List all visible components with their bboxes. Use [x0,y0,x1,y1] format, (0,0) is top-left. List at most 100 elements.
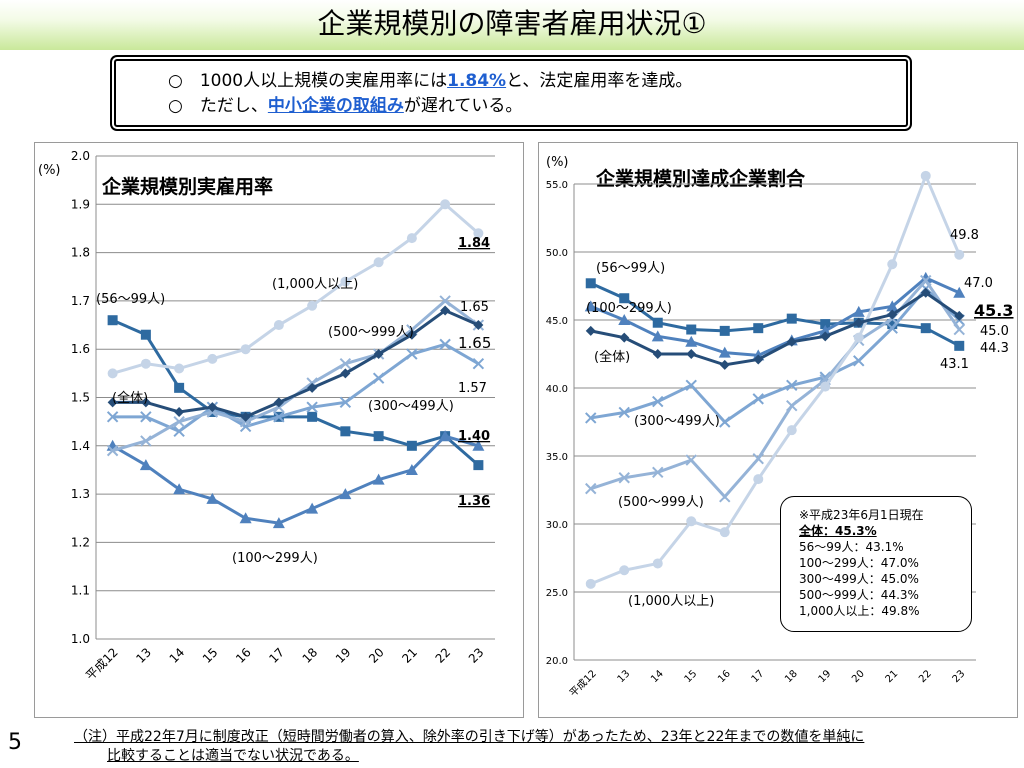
data-point [306,401,318,413]
series-label: (56～99人) [96,292,165,307]
data-point [473,460,484,471]
data-point [240,344,251,355]
data-point [307,300,318,311]
x-tick-label: 13 [616,668,633,685]
data-point [373,257,384,268]
series-label: (1,000人以上) [272,277,358,292]
data-point [619,565,630,576]
data-point [652,466,664,479]
value-label: 1.84 [458,236,490,251]
note-item: 56～99人：43.1% [799,540,904,554]
data-point [239,420,252,433]
note-header: ※平成23年6月1日現在 [799,508,924,522]
data-point [473,320,484,331]
data-point [439,430,452,442]
data-point [753,323,764,334]
data-point [786,379,798,391]
series-square [585,278,965,351]
data-point [719,359,730,370]
data-point [685,379,697,391]
x-tick-label: 平成12 [83,645,121,683]
data-point [585,412,597,424]
series-label: (300～499人) [634,414,720,429]
data-point [618,406,630,419]
data-point [919,271,932,283]
data-point [619,293,630,304]
footnote: （注）平成22年7月に制度改正（短時間労働者の算入、除外率の引き下げ等）があった… [74,728,974,766]
summary-line-2-prefix: ○ ただし、 [168,96,268,116]
data-point [406,233,417,244]
series-line [112,342,480,434]
data-point [752,453,764,465]
data-point [618,472,630,484]
series-circle [585,170,965,589]
data-point [920,274,932,287]
data-point [786,336,797,347]
data-point [106,411,119,423]
data-point [753,354,764,365]
slide-title: 企業規模別の障害者雇用状況① [317,7,707,40]
note-total: 全体：45.3% [799,524,877,538]
series-line [590,290,961,367]
employment-rate-chart: 1.0 1.1 1.2 1.3 1.4 1.5 1.6 1.7 1.8 1.9 2.0 (%) 平成12… [38,149,495,683]
data-point [140,397,151,408]
x-tick-label: 14 [167,645,188,666]
data-point [719,416,731,428]
series-line [112,202,480,375]
data-point [340,426,351,437]
achievement-ratio-chart: 20.0 25.0 30.0 35.0 40.0 45.0 50.0 55.0 (%) 平成12 1… [546,155,1014,700]
y-tick-label: 1.6 [71,342,90,356]
data-point [786,399,798,412]
data-point [405,463,418,475]
y-tick-label: 1.3 [71,487,90,501]
data-point [585,578,596,589]
value-label: 43.1 [940,357,969,372]
left-chart-title: 企業規模別実雇用率 [102,176,274,198]
data-point [272,517,285,529]
data-point [719,325,730,336]
x-tick-label: 平成12 [567,668,599,700]
series-label: (全体) [112,390,148,406]
x-tick-label: 18 [783,668,800,685]
value-label: 1.57 [458,381,487,396]
y-tick-label: 55.0 [546,180,568,191]
value-label: 44.3 [980,341,1009,356]
series-label: (100～299人) [232,551,318,566]
data-point [207,353,218,364]
data-point [372,473,385,485]
data-point [472,357,485,370]
data-point [686,324,697,335]
y-tick-label: 1.8 [71,246,90,260]
data-point [473,228,484,239]
y-tick-label: 1.1 [71,584,90,598]
data-point [786,425,797,436]
y-tick-label: 50.0 [546,248,568,259]
data-point [652,395,664,408]
title-band [0,0,1024,50]
data-point [786,313,797,324]
y-tick-label: 25.0 [546,588,568,599]
value-label: 47.0 [964,276,993,291]
value-label: 1.36 [458,494,490,509]
data-point [340,368,351,379]
x-tick-label: 22 [433,645,454,666]
y-tick-label: 1.5 [71,391,90,405]
x-tick-label: 20 [850,668,867,685]
y-tick-label: 40.0 [546,384,568,395]
note-item: 100～299人：47.0% [799,556,919,570]
data-point [173,483,186,495]
data-point [339,357,352,370]
data-point [852,305,865,317]
data-point [406,440,417,451]
x-tick-label: 18 [300,645,321,666]
y-tick-label: 1.0 [71,632,90,646]
data-point [307,411,318,422]
data-point [174,406,185,417]
data-point [886,300,899,312]
series-label: (100～299人) [586,301,672,316]
data-point [853,317,864,328]
x-tick-label: 23 [466,645,487,666]
data-point [920,170,931,181]
data-point [585,278,596,289]
data-point [819,324,832,336]
